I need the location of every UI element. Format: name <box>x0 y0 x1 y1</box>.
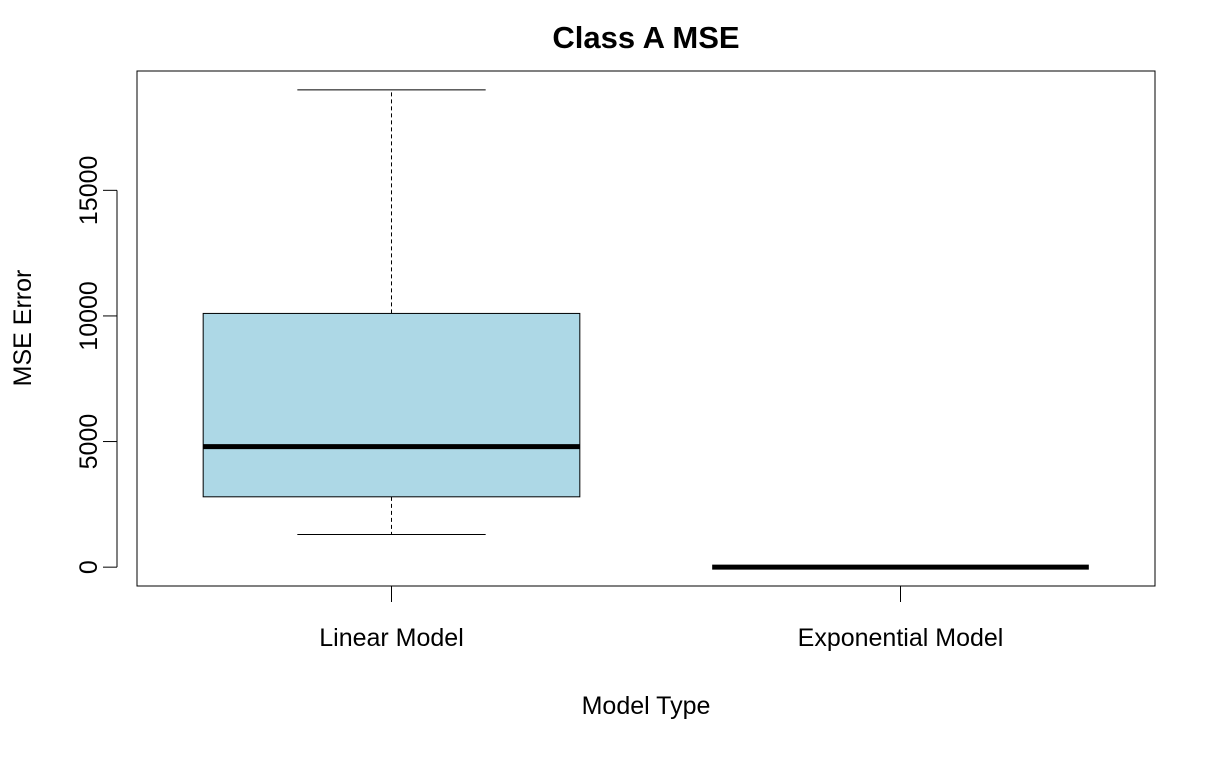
x-axis-label: Model Type <box>582 692 711 720</box>
box-group <box>202 89 581 535</box>
boxes <box>202 89 1089 570</box>
y-axis: 0 5000 10000 15000 <box>75 156 118 574</box>
box <box>202 312 581 498</box>
x-axis: Linear Model Exponential Model <box>319 585 1004 652</box>
y-tick-label: 5000 <box>75 414 103 470</box>
chart-title: Class A MSE <box>552 20 739 55</box>
y-tick-label: 10000 <box>75 281 103 351</box>
y-tick-label: 0 <box>75 560 103 574</box>
x-tick-label: Exponential Model <box>798 624 1004 652</box>
y-axis-label: MSE Error <box>9 270 37 387</box>
y-tick-label: 15000 <box>75 156 103 226</box>
x-tick-label: Linear Model <box>319 624 464 652</box>
